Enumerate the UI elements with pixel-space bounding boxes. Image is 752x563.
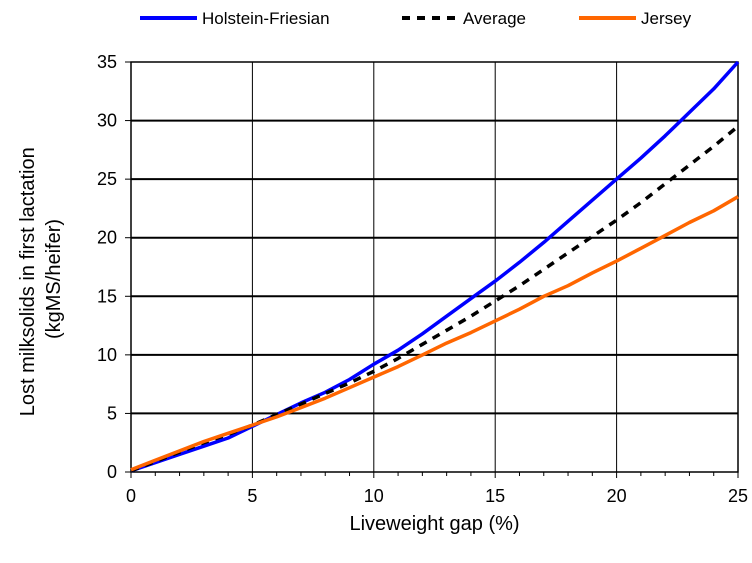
series-lines <box>130 60 740 473</box>
y-tick-label: 5 <box>107 403 117 423</box>
legend: Holstein-Friesian Average Jersey <box>140 9 692 28</box>
legend-label: Holstein-Friesian <box>202 9 330 28</box>
y-tick-label: 30 <box>97 111 117 131</box>
y-tick-label: 35 <box>97 52 117 72</box>
y-axis-title: Lost milksolids in first lactation (kgMS… <box>17 142 65 417</box>
x-axis-title: Liveweight gap (%) <box>349 513 519 535</box>
x-tick-label: 0 <box>126 486 136 506</box>
x-tick-label: 15 <box>485 486 505 506</box>
grid <box>131 62 738 472</box>
series-line-average <box>130 125 740 473</box>
y-tick-label: 0 <box>107 462 117 482</box>
series-line-jersey <box>130 195 739 472</box>
x-axis-ticks: 0 5 10 15 20 25 <box>126 472 748 506</box>
y-axis-title-line-1: Lost milksolids in first lactation <box>17 147 39 416</box>
x-tick-label: 25 <box>728 486 748 506</box>
plot-area-frame <box>130 61 739 473</box>
y-tick-label: 25 <box>97 169 117 189</box>
y-axis-ticks: 0 5 10 15 20 25 30 35 <box>97 52 131 482</box>
y-axis-title-line-2: (kgMS/heifer) <box>43 219 65 339</box>
y-tick-label: 20 <box>97 228 117 248</box>
x-tick-label: 20 <box>607 486 627 506</box>
y-tick-label: 15 <box>97 286 117 306</box>
x-tick-label: 5 <box>247 486 257 506</box>
series-line-holstein-friesian <box>130 60 740 473</box>
y-tick-label: 10 <box>97 345 117 365</box>
legend-label: Average <box>463 9 526 28</box>
x-tick-label: 10 <box>364 486 384 506</box>
legend-label: Jersey <box>641 9 692 28</box>
